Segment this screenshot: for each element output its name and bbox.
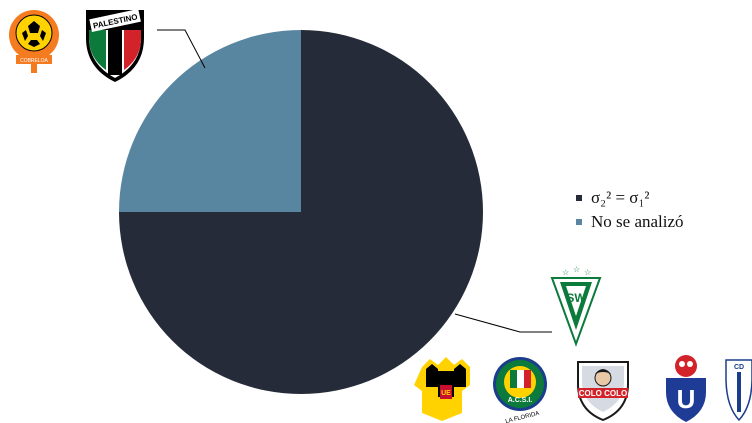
club-logo-palestino: PALESTINO <box>86 9 144 82</box>
u-catolica-logo-text: CD <box>734 364 744 371</box>
legend-item: No se analizó <box>576 210 684 234</box>
audax-logo-text: A.C.S.I. <box>508 397 533 404</box>
u-de-chile-logo-text: U <box>677 384 696 414</box>
pie-slices <box>119 30 483 394</box>
svg-text:☆: ☆ <box>562 268 569 277</box>
club-logo-audax: A.C.S.I. LA FLORIDA <box>493 357 547 423</box>
legend-item: σ₂² = σ₁² <box>576 186 684 210</box>
club-logo-u-de-chile: U <box>666 355 706 422</box>
chart-legend: σ₂² = σ₁² No se analizó <box>576 186 684 234</box>
legend-label: No se analizó <box>591 212 684 232</box>
club-logo-cobreloa: COBRELOA <box>9 10 59 73</box>
club-logo-colo-colo: COLO COLO <box>578 362 628 420</box>
club-logo-union-espanola: UE <box>414 357 470 421</box>
legend-swatch <box>576 195 582 201</box>
leader-line-wanderers <box>455 314 552 332</box>
pie-slice-1 <box>119 30 301 212</box>
colo-colo-logo-text: COLO COLO <box>579 389 627 398</box>
svg-text:☆: ☆ <box>573 265 580 274</box>
legend-swatch <box>576 219 582 225</box>
svg-text:☆: ☆ <box>584 268 591 277</box>
la-florida-text: LA FLORIDA <box>505 411 540 423</box>
legend-label: σ₂² = σ₁² <box>591 188 649 208</box>
club-logo-wanderers: ☆ ☆ ☆ SW <box>552 265 600 344</box>
club-logo-u-catolica: CD <box>726 360 752 420</box>
wanderers-logo-text: SW <box>566 291 586 305</box>
union-espanola-logo-text: UE <box>441 390 451 397</box>
